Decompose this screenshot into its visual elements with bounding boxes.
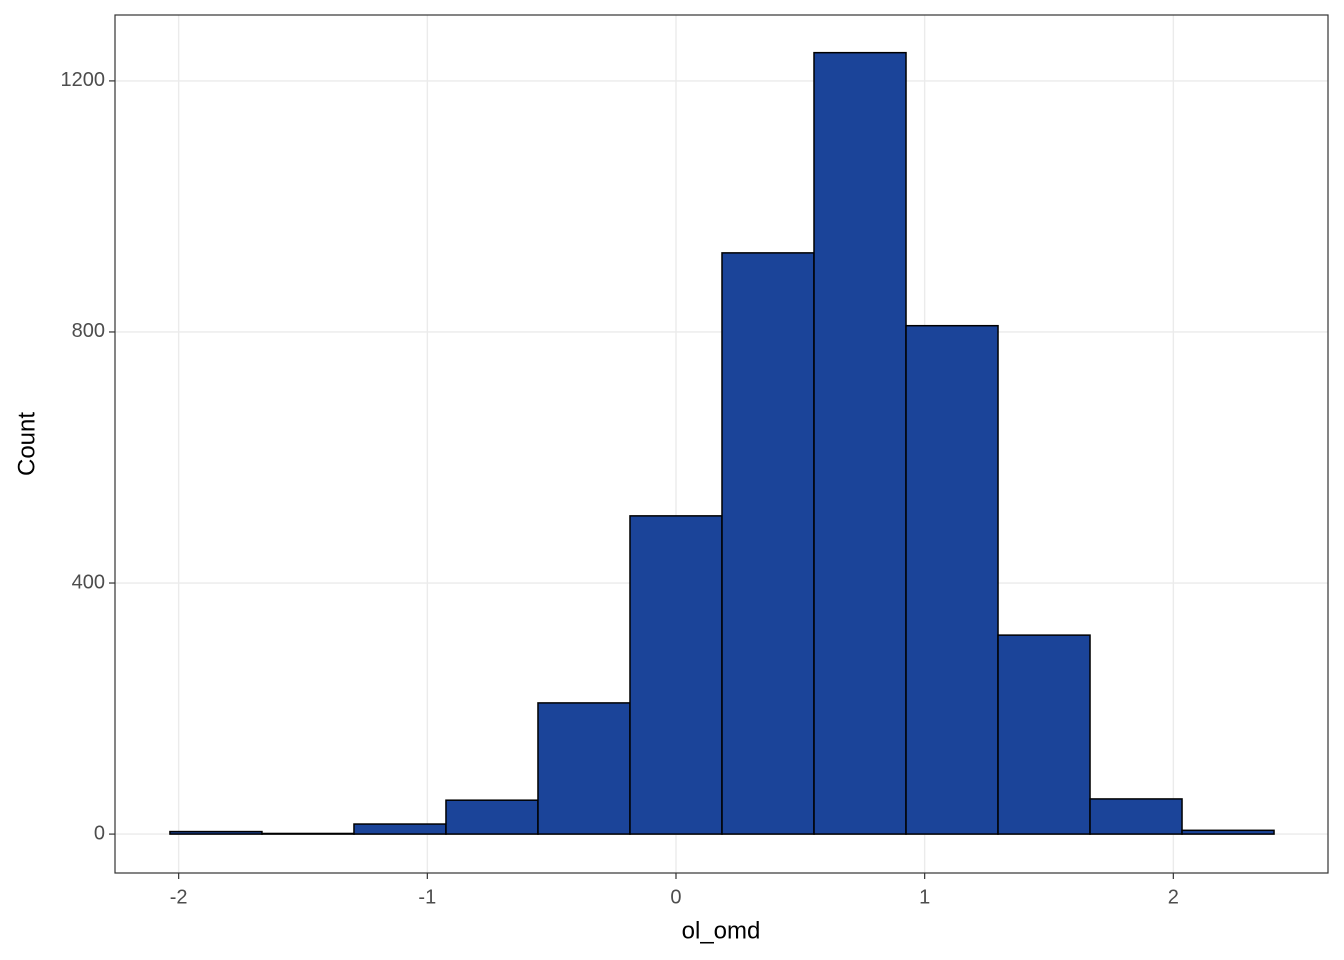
axes: -2 -1 0 1 2 0 400 800 1200 [61, 69, 1179, 908]
bar [537, 702, 631, 835]
bar [353, 823, 447, 835]
x-tick-label: -2 [170, 886, 188, 908]
bar [629, 515, 723, 835]
y-tick-label: 1200 [61, 69, 106, 91]
x-tick-label: 0 [670, 886, 681, 908]
x-axis-title: ol_omd [682, 917, 761, 944]
y-tick-label: 800 [72, 320, 105, 342]
bar [721, 252, 815, 835]
bar [905, 324, 999, 835]
bars [169, 51, 1275, 835]
y-axis-title: Count [13, 412, 40, 476]
bar [1089, 798, 1183, 835]
x-tick-label: 2 [1168, 886, 1179, 908]
panel-border [114, 14, 1329, 874]
bar [813, 51, 907, 835]
bar [445, 799, 539, 835]
y-tick-label: 400 [72, 571, 105, 593]
x-tick-label: -1 [418, 886, 436, 908]
bar [261, 832, 355, 835]
bar [169, 830, 263, 835]
bar [997, 634, 1091, 835]
x-tick-label: 1 [919, 886, 930, 908]
bar [1181, 829, 1275, 835]
y-tick-label: 0 [94, 822, 105, 844]
